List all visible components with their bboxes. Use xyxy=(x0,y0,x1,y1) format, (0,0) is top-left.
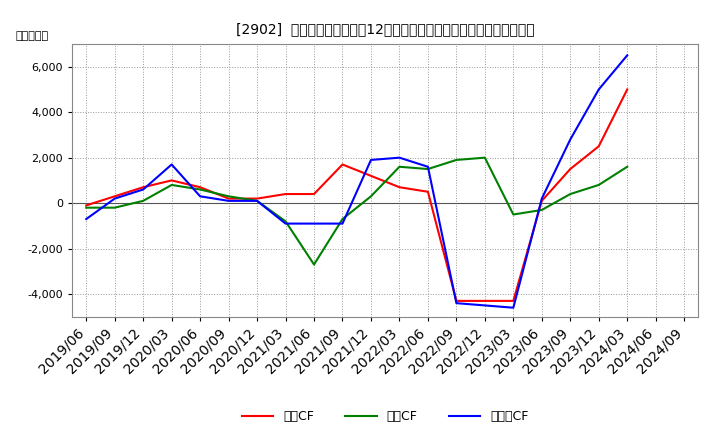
Line: フリーCF: フリーCF xyxy=(86,55,627,308)
営業CF xyxy=(423,189,432,194)
フリーCF xyxy=(225,198,233,203)
投資CF xyxy=(537,207,546,213)
営業CF xyxy=(566,166,575,172)
フリーCF xyxy=(566,137,575,142)
Text: （百万円）: （百万円） xyxy=(16,31,49,41)
営業CF xyxy=(310,191,318,197)
フリーCF xyxy=(167,162,176,167)
フリーCF xyxy=(110,196,119,201)
営業CF xyxy=(338,162,347,167)
営業CF xyxy=(395,185,404,190)
フリーCF xyxy=(338,221,347,226)
営業CF xyxy=(366,173,375,179)
営業CF xyxy=(282,191,290,197)
フリーCF xyxy=(595,87,603,92)
投資CF xyxy=(366,194,375,199)
投資CF xyxy=(310,262,318,267)
営業CF xyxy=(110,194,119,199)
Line: 投資CF: 投資CF xyxy=(86,158,627,264)
投資CF xyxy=(110,205,119,210)
投資CF xyxy=(480,155,489,160)
営業CF xyxy=(623,87,631,92)
フリーCF xyxy=(480,303,489,308)
フリーCF xyxy=(366,158,375,163)
フリーCF xyxy=(452,301,461,306)
投資CF xyxy=(452,158,461,163)
営業CF xyxy=(595,143,603,149)
投資CF xyxy=(82,205,91,210)
フリーCF xyxy=(196,194,204,199)
投資CF xyxy=(395,164,404,169)
営業CF xyxy=(167,178,176,183)
投資CF xyxy=(196,187,204,192)
フリーCF xyxy=(395,155,404,160)
投資CF xyxy=(225,194,233,199)
Legend: 営業CF, 投資CF, フリーCF: 営業CF, 投資CF, フリーCF xyxy=(237,405,534,428)
フリーCF xyxy=(253,198,261,203)
投資CF xyxy=(509,212,518,217)
フリーCF xyxy=(537,196,546,201)
フリーCF xyxy=(282,221,290,226)
フリーCF xyxy=(310,221,318,226)
投資CF xyxy=(282,219,290,224)
投資CF xyxy=(623,164,631,169)
営業CF xyxy=(139,185,148,190)
フリーCF xyxy=(423,164,432,169)
投資CF xyxy=(566,191,575,197)
Title: [2902]  キャッシュフローの12か月移動合計の対前年同期増減額の推移: [2902] キャッシュフローの12か月移動合計の対前年同期増減額の推移 xyxy=(236,22,534,36)
投資CF xyxy=(253,198,261,203)
営業CF xyxy=(480,298,489,304)
フリーCF xyxy=(623,53,631,58)
フリーCF xyxy=(82,216,91,222)
Line: 営業CF: 営業CF xyxy=(86,89,627,301)
投資CF xyxy=(167,182,176,187)
投資CF xyxy=(139,198,148,203)
フリーCF xyxy=(139,187,148,192)
投資CF xyxy=(338,216,347,222)
営業CF xyxy=(196,185,204,190)
営業CF xyxy=(537,198,546,203)
営業CF xyxy=(509,298,518,304)
営業CF xyxy=(253,196,261,201)
営業CF xyxy=(225,196,233,201)
投資CF xyxy=(423,166,432,172)
投資CF xyxy=(595,182,603,187)
フリーCF xyxy=(509,305,518,310)
営業CF xyxy=(82,203,91,208)
営業CF xyxy=(452,298,461,304)
